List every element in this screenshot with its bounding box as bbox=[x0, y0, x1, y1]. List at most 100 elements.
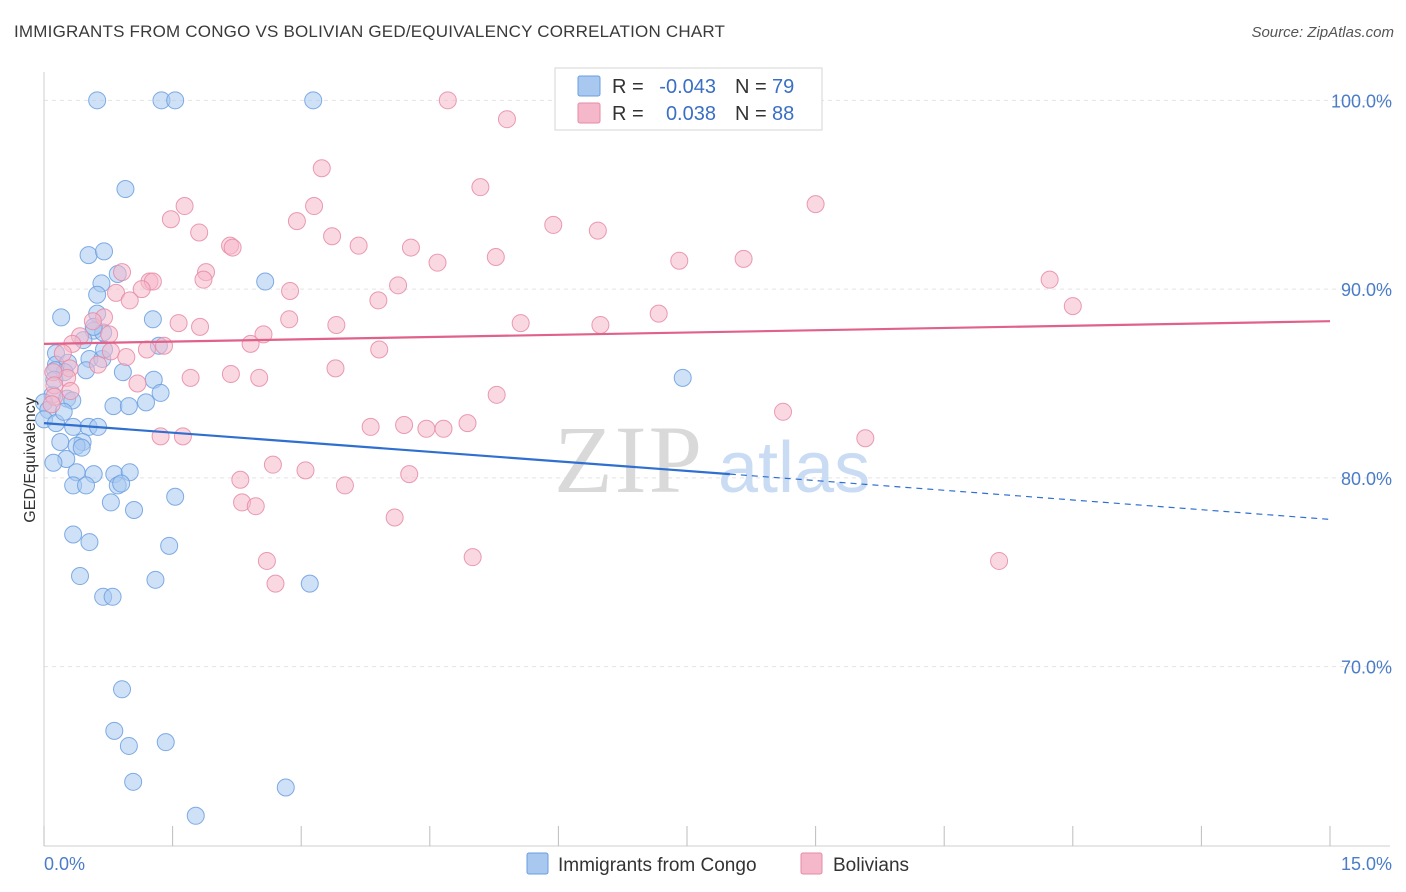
data-point bbox=[1040, 270, 1059, 289]
data-point bbox=[458, 414, 477, 433]
source-label: Source: ZipAtlas.com bbox=[1251, 24, 1394, 41]
data-point bbox=[44, 453, 63, 472]
y-axis-label: GED/Equivalency bbox=[22, 397, 39, 522]
data-point bbox=[856, 429, 875, 448]
data-point bbox=[223, 238, 242, 257]
data-point bbox=[400, 465, 419, 484]
data-point bbox=[72, 438, 91, 457]
x-tick-label: 15.0% bbox=[1341, 854, 1392, 874]
trend-line-extension-congo bbox=[729, 473, 1331, 521]
data-point bbox=[175, 197, 194, 216]
data-point bbox=[137, 340, 156, 359]
data-point bbox=[120, 291, 139, 310]
data-point bbox=[221, 365, 240, 384]
data-point bbox=[250, 368, 269, 387]
data-point bbox=[71, 567, 90, 586]
data-point bbox=[113, 363, 132, 382]
data-point bbox=[434, 419, 453, 438]
data-point bbox=[191, 317, 210, 336]
data-point bbox=[417, 419, 436, 438]
data-point bbox=[588, 221, 607, 240]
data-point bbox=[385, 508, 404, 527]
data-point bbox=[107, 283, 126, 302]
data-point bbox=[186, 806, 205, 825]
data-point bbox=[125, 500, 144, 519]
data-point bbox=[119, 736, 138, 755]
data-point bbox=[774, 402, 793, 421]
data-point bbox=[438, 91, 457, 110]
data-point bbox=[361, 417, 380, 436]
data-point bbox=[276, 778, 295, 797]
legend-n-value-congo: 79 bbox=[772, 76, 794, 98]
data-point bbox=[990, 551, 1009, 570]
data-point bbox=[128, 374, 147, 393]
legend-swatch-bolivians bbox=[577, 102, 601, 124]
legend-n-label-bolivians: N = bbox=[735, 103, 767, 125]
data-point bbox=[160, 536, 179, 555]
data-point bbox=[241, 334, 260, 353]
data-point bbox=[327, 315, 346, 334]
watermark-zip: ZIP bbox=[554, 406, 704, 513]
data-point bbox=[281, 281, 300, 300]
data-point bbox=[105, 721, 124, 740]
watermark-atlas: atlas bbox=[718, 428, 870, 508]
data-point bbox=[280, 310, 299, 329]
data-point bbox=[670, 251, 689, 270]
data-point bbox=[64, 417, 83, 436]
data-point bbox=[117, 348, 136, 367]
data-point bbox=[487, 385, 506, 404]
data-point bbox=[83, 312, 102, 331]
data-point bbox=[401, 238, 420, 257]
data-point bbox=[79, 246, 98, 265]
data-point bbox=[190, 223, 209, 242]
trend-line-bolivians bbox=[43, 320, 1331, 345]
data-point bbox=[287, 212, 306, 231]
chart-title: IMMIGRANTS FROM CONGO VS BOLIVIAN GED/EQ… bbox=[14, 22, 726, 41]
y-tick-label: 90.0% bbox=[1341, 280, 1392, 300]
data-point bbox=[304, 91, 323, 110]
data-point bbox=[349, 236, 368, 255]
bottom-legend-swatch-congo bbox=[526, 852, 549, 875]
legend-swatch-congo bbox=[577, 75, 601, 97]
bottom-legend-label-congo: Immigrants from Congo bbox=[558, 855, 757, 876]
data-point bbox=[194, 270, 213, 289]
data-point bbox=[51, 433, 70, 452]
data-point bbox=[80, 533, 99, 552]
legend-n-label-congo: N = bbox=[735, 76, 767, 98]
data-point bbox=[649, 304, 668, 323]
data-point bbox=[103, 587, 122, 606]
data-point bbox=[305, 197, 324, 216]
data-point bbox=[156, 733, 175, 752]
data-point bbox=[101, 342, 120, 361]
data-point bbox=[257, 551, 276, 570]
data-point bbox=[169, 314, 188, 333]
data-point bbox=[263, 455, 282, 474]
data-point bbox=[100, 325, 119, 344]
data-point bbox=[326, 359, 345, 378]
legend-r-value-congo: -0.043 bbox=[659, 76, 716, 98]
data-point bbox=[88, 285, 107, 304]
legend-n-value-bolivians: 88 bbox=[772, 103, 794, 125]
data-point bbox=[166, 91, 185, 110]
data-point bbox=[486, 248, 505, 267]
data-point bbox=[369, 291, 388, 310]
data-point bbox=[370, 340, 389, 359]
x-tick-label: 0.0% bbox=[44, 854, 85, 874]
data-point bbox=[88, 91, 107, 110]
data-point bbox=[395, 416, 414, 435]
data-point bbox=[151, 383, 170, 402]
data-point bbox=[471, 178, 490, 197]
data-point bbox=[42, 395, 61, 414]
data-point bbox=[143, 310, 162, 329]
data-point bbox=[61, 382, 80, 401]
data-point bbox=[132, 280, 151, 299]
data-point bbox=[137, 393, 156, 412]
legend-r-value-bolivians: 0.038 bbox=[666, 103, 716, 125]
data-point bbox=[312, 159, 331, 178]
series-legend: Immigrants from Congo Bolivians bbox=[526, 852, 909, 876]
data-point bbox=[734, 249, 753, 268]
watermark: ZIP atlas bbox=[554, 406, 870, 513]
data-point bbox=[77, 476, 96, 495]
legend-r-label-congo: R = bbox=[612, 76, 644, 98]
data-point bbox=[95, 242, 114, 261]
